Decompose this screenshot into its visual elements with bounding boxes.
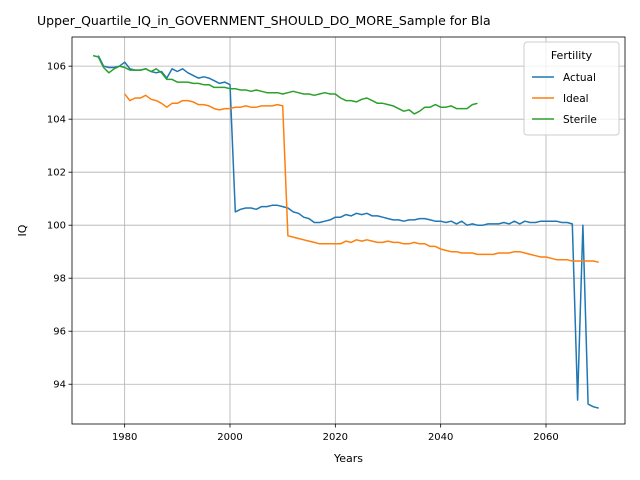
y-tick-label: 96	[53, 327, 66, 338]
legend-label: Sterile	[563, 114, 597, 126]
y-axis-label: IQ	[16, 224, 29, 236]
y-tick-label: 98	[53, 274, 66, 285]
y-tick-label: 106	[47, 62, 66, 73]
series-line-ideal	[124, 93, 599, 264]
series-line-sterile	[92, 54, 478, 115]
legend-label: Ideal	[563, 93, 589, 105]
x-axis-label: Years	[333, 452, 363, 465]
legend: Fertility Actual Ideal Sterile	[523, 41, 620, 136]
x-tick-label: 2000	[217, 432, 242, 443]
legend-items: Actual Ideal Sterile	[532, 72, 597, 126]
y-tick-label: 100	[47, 221, 66, 232]
plot-frame	[71, 36, 626, 425]
y-tick-label: 94	[53, 380, 66, 391]
x-tick-label: 2060	[533, 432, 558, 443]
chart-title: Upper_Quartile_IQ_in_GOVERNMENT_SHOULD_D…	[37, 13, 491, 28]
axis-ticks: 1980 2000 2020 2040 2060 94 96 98 100 102 104 106	[47, 62, 559, 443]
legend-box	[523, 41, 620, 136]
x-tick-label: 1980	[112, 432, 137, 443]
x-tick-label: 2040	[428, 432, 453, 443]
y-tick-label: 102	[47, 168, 66, 179]
y-tick-label: 104	[47, 115, 66, 126]
x-tick-label: 2020	[323, 432, 348, 443]
series-line-actual	[97, 55, 599, 409]
series-lines	[92, 54, 599, 409]
legend-label: Actual	[563, 72, 596, 84]
legend-title: Fertility	[551, 49, 593, 62]
